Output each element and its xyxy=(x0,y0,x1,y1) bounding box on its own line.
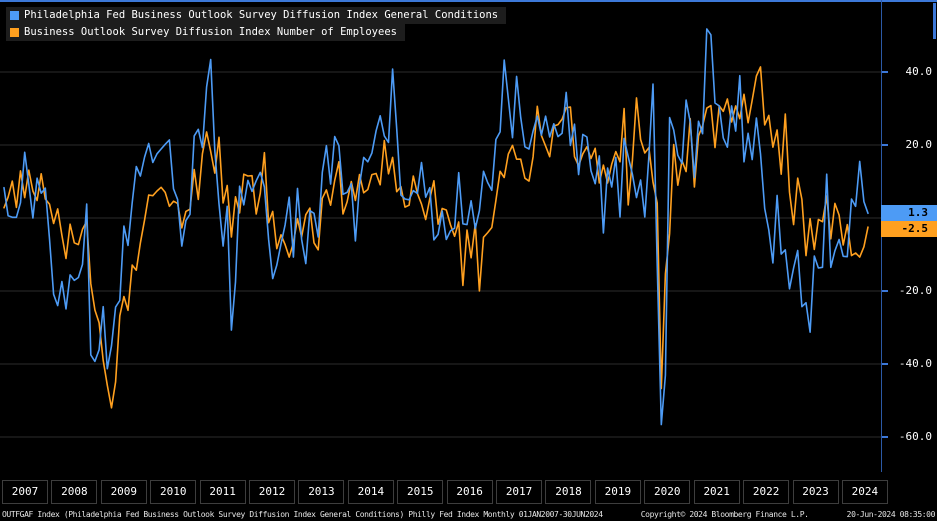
right-edge-indicator xyxy=(933,3,936,39)
x-axis-year-2013[interactable]: 2013 xyxy=(298,480,345,504)
y-axis[interactable]: 40.0 20.0 -20.0 -40.0 -60.0 xyxy=(881,0,937,472)
y-axis-tick xyxy=(882,144,888,146)
footer-ticker-description: OUTFGAF Index (Philadelphia Fed Business… xyxy=(2,510,603,519)
y-axis-tick xyxy=(882,363,888,365)
y-axis-tick xyxy=(882,436,888,438)
x-axis-year-2017[interactable]: 2017 xyxy=(496,480,543,504)
y-axis-label: 20.0 xyxy=(905,138,933,151)
y-axis-label: -40.0 xyxy=(898,357,932,370)
chart-top-border xyxy=(0,0,937,2)
x-axis-year-2008[interactable]: 2008 xyxy=(51,480,98,504)
x-axis-year-2016[interactable]: 2016 xyxy=(446,480,493,504)
employees-line xyxy=(3,66,869,409)
status-bar: OUTFGAF Index (Philadelphia Fed Business… xyxy=(2,510,935,519)
legend-item-employees[interactable]: Business Outlook Survey Diffusion Index … xyxy=(6,24,405,41)
y-axis-label: -20.0 xyxy=(898,284,932,297)
y-axis-tick xyxy=(882,71,888,73)
x-axis-year-2011[interactable]: 2011 xyxy=(199,480,246,504)
chart-legend: Philadelphia Fed Business Outlook Survey… xyxy=(6,7,507,41)
legend-item-general-conditions[interactable]: Philadelphia Fed Business Outlook Survey… xyxy=(6,7,507,24)
x-axis-year-2022[interactable]: 2022 xyxy=(743,480,790,504)
series2-color-swatch-icon xyxy=(10,28,19,37)
legend-label-employees: Business Outlook Survey Diffusion Index … xyxy=(24,26,397,38)
x-axis-year-2023[interactable]: 2023 xyxy=(792,480,839,504)
x-axis-year-2018[interactable]: 2018 xyxy=(545,480,592,504)
last-value-badge-general-conditions: 1.3 xyxy=(881,205,937,221)
y-axis-label: 40.0 xyxy=(905,65,933,78)
x-axis-year-2020[interactable]: 2020 xyxy=(644,480,691,504)
x-axis: 2007 2008 2009 2010 2011 2012 2013 2014 2015 2016… xyxy=(2,480,888,504)
series1-color-swatch-icon xyxy=(10,11,19,20)
x-axis-year-2010[interactable]: 2010 xyxy=(150,480,197,504)
x-axis-year-2007[interactable]: 2007 xyxy=(2,480,48,504)
x-axis-year-2009[interactable]: 2009 xyxy=(100,480,147,504)
x-axis-year-2021[interactable]: 2021 xyxy=(693,480,740,504)
y-axis-tick xyxy=(882,290,888,292)
x-axis-year-2012[interactable]: 2012 xyxy=(249,480,296,504)
legend-label-general-conditions: Philadelphia Fed Business Outlook Survey… xyxy=(24,9,499,21)
y-axis-label: -60.0 xyxy=(898,430,932,443)
x-axis-year-2019[interactable]: 2019 xyxy=(594,480,641,504)
x-axis-year-2014[interactable]: 2014 xyxy=(347,480,394,504)
x-axis-year-2015[interactable]: 2015 xyxy=(397,480,444,504)
last-value-badge-employees: -2.5 xyxy=(881,221,937,237)
chart-plot-area[interactable] xyxy=(0,0,881,472)
x-axis-year-2024[interactable]: 2024 xyxy=(841,480,888,504)
general-conditions-line xyxy=(3,28,869,426)
footer-timestamp: 20-Jun-2024 08:35:00 xyxy=(846,510,936,519)
footer-copyright: Copyright© 2024 Bloomberg Finance L.P. xyxy=(640,510,809,519)
